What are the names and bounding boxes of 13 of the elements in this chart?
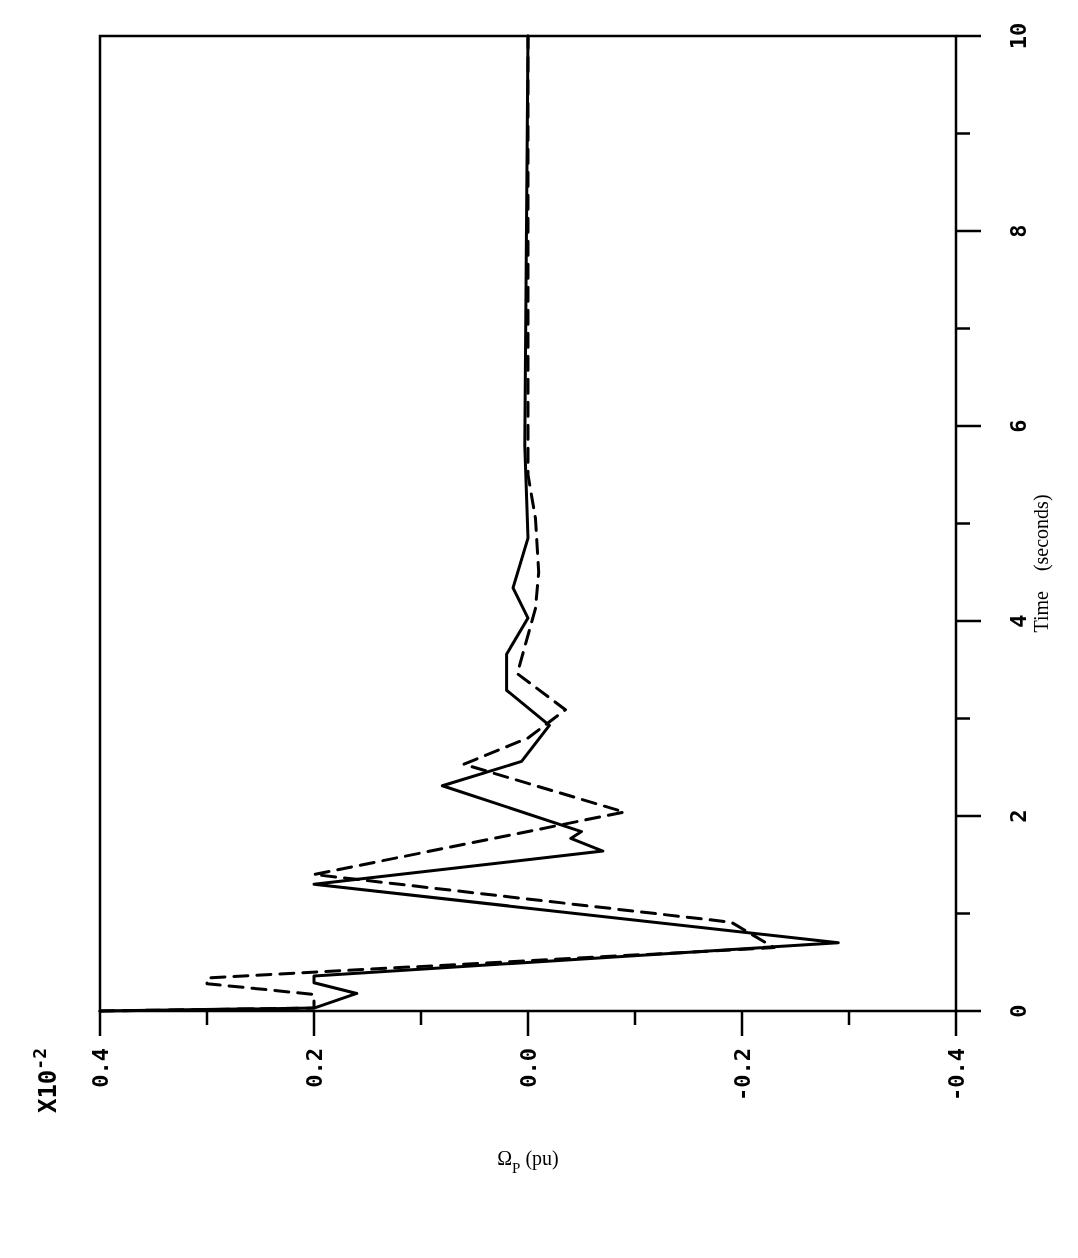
x-axis-title: Ω$_{P}$ (pu) <box>497 1147 559 1176</box>
y-tick-label: 6 <box>1005 419 1031 433</box>
x-tick-label: 0.0 <box>515 1048 541 1088</box>
y-tick-label: 2 <box>1005 809 1031 823</box>
x-tick-label: -0.2 <box>729 1048 755 1101</box>
y-tick-label: 0 <box>1005 1004 1031 1018</box>
y-axis-title: Time (seconds) <box>1030 494 1053 633</box>
x-tick-label: 0.2 <box>301 1048 327 1088</box>
y-tick-label: 8 <box>1005 224 1031 238</box>
x-tick-label: 0.4 <box>87 1048 113 1088</box>
x-tick-label: -0.4 <box>943 1048 969 1101</box>
y-tick-label: 10 <box>1005 22 1031 50</box>
y-tick-label: 4 <box>1005 614 1031 628</box>
